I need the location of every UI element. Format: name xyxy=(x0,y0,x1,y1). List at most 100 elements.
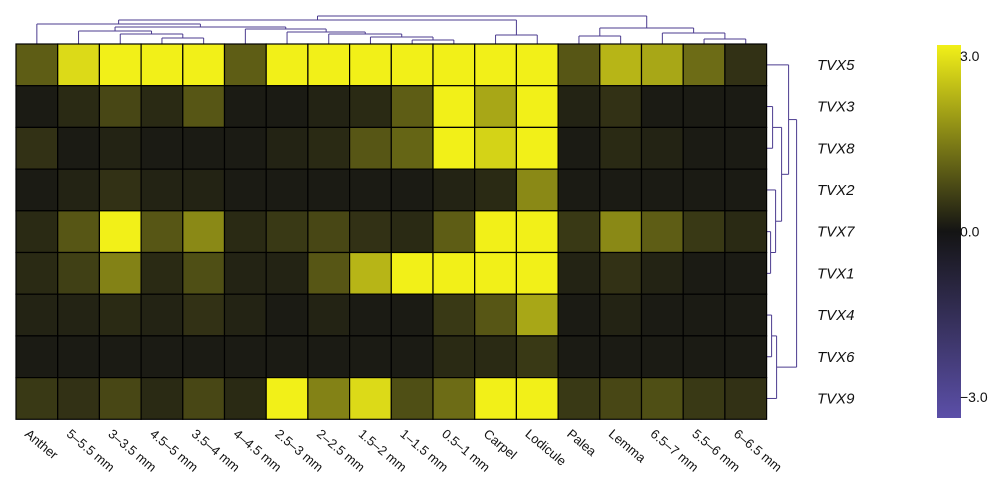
heatmap-cell xyxy=(265,168,309,212)
heatmap-cell xyxy=(724,377,768,420)
heatmap-cell xyxy=(557,377,601,420)
heatmap-cell xyxy=(515,126,559,170)
heatmap-cell xyxy=(265,43,309,87)
heatmap-cell xyxy=(682,210,726,254)
heatmap-cell xyxy=(265,335,309,379)
heatmap-cell xyxy=(349,210,392,254)
column-label: Palea xyxy=(564,426,600,459)
heatmap-cell xyxy=(515,251,559,295)
heatmap-cell xyxy=(390,210,434,254)
column-labels: Anther 5–5.5 mm3–3.5 mm4.5–5 mm3.5–4 mm4–… xyxy=(22,426,785,475)
heatmap-cell xyxy=(640,168,684,212)
heatmap-cell xyxy=(557,251,601,295)
heatmap-cell xyxy=(223,251,267,295)
row-label: TVX6 xyxy=(817,349,855,366)
heatmap-cell xyxy=(57,251,101,295)
heatmap-cell xyxy=(515,335,559,379)
heatmap-cell xyxy=(432,210,476,254)
row-label: TVX9 xyxy=(817,390,855,407)
heatmap-cell xyxy=(223,168,267,212)
heatmap-cell xyxy=(140,126,184,170)
heatmap-cell xyxy=(724,168,768,212)
heatmap-cell xyxy=(599,85,643,128)
heatmap-cell xyxy=(223,85,267,128)
heatmap-cell xyxy=(724,293,768,337)
heatmap-cell xyxy=(724,335,768,379)
heatmap-cell xyxy=(307,85,351,128)
heatmap-cell xyxy=(15,168,59,212)
heatmap-cell xyxy=(182,210,226,254)
heatmap-cell xyxy=(349,168,392,212)
heatmap-cell xyxy=(640,43,684,87)
heatmap-cell xyxy=(57,293,101,337)
heatmap-cell xyxy=(15,335,59,379)
heatmap-cell xyxy=(98,168,142,212)
heatmap-cell xyxy=(432,168,476,212)
heatmap-cell xyxy=(15,293,59,337)
heatmap-cell xyxy=(432,377,476,420)
heatmap-cell xyxy=(682,168,726,212)
heatmap-cell xyxy=(140,251,184,295)
heatmap-cell xyxy=(474,210,518,254)
heatmap-cell xyxy=(307,43,351,87)
heatmap-cell xyxy=(57,126,101,170)
heatmap-cell xyxy=(57,168,101,212)
heatmap-cell xyxy=(182,43,226,87)
heatmap-cell xyxy=(349,251,392,295)
heatmap-cell xyxy=(15,377,59,420)
heatmap-cell xyxy=(57,335,101,379)
heatmap-cell xyxy=(432,251,476,295)
heatmap-cell xyxy=(474,126,518,170)
heatmap-cell xyxy=(307,168,351,212)
heatmap-cell xyxy=(432,335,476,379)
heatmap-cell xyxy=(515,168,559,212)
heatmap-cell xyxy=(682,251,726,295)
heatmap-cell xyxy=(640,210,684,254)
colorbar-tick-label: 0.0 xyxy=(960,224,980,240)
heatmap-cell xyxy=(98,126,142,170)
heatmap-cell xyxy=(432,293,476,337)
heatmap-cell xyxy=(182,126,226,170)
heatmap-grid xyxy=(15,43,768,420)
heatmap-cell xyxy=(599,168,643,212)
heatmap-cell xyxy=(57,85,101,128)
heatmap-cell xyxy=(307,210,351,254)
colorbar-gradient xyxy=(937,45,961,418)
row-labels: TVX5 TVX3 TVX8 TVX2 TVX7 TVX1 TVX4 TVX6 TVX9 xyxy=(817,57,855,408)
heatmap-cell xyxy=(182,85,226,128)
heatmap-cell xyxy=(15,210,59,254)
heatmap-cell xyxy=(474,377,518,420)
heatmap-cell xyxy=(682,377,726,420)
heatmap-cell xyxy=(349,335,392,379)
heatmap-cell xyxy=(640,126,684,170)
heatmap-cell xyxy=(390,85,434,128)
row-label: TVX5 xyxy=(817,57,855,74)
heatmap-cell xyxy=(390,251,434,295)
heatmap-cell xyxy=(432,126,476,170)
heatmap-cell xyxy=(223,126,267,170)
column-label: Lodicule xyxy=(522,426,569,469)
heatmap-cell xyxy=(307,293,351,337)
heatmap-cell xyxy=(307,126,351,170)
heatmap-cell xyxy=(557,335,601,379)
heatmap-cell xyxy=(140,85,184,128)
heatmap-cell xyxy=(182,251,226,295)
heatmap-cell xyxy=(724,251,768,295)
heatmap-cell xyxy=(223,210,267,254)
heatmap-cell xyxy=(557,293,601,337)
heatmap-cell xyxy=(474,293,518,337)
heatmap-cell xyxy=(57,210,101,254)
dendrogram xyxy=(36,15,798,399)
heatmap-cell xyxy=(557,210,601,254)
heatmap-cell xyxy=(474,85,518,128)
heatmap-cell xyxy=(515,210,559,254)
heatmap-cell xyxy=(599,293,643,337)
heatmap-cell xyxy=(474,251,518,295)
heatmap-cell xyxy=(390,168,434,212)
heatmap-cell xyxy=(15,85,59,128)
colorbar-tick-label: −3.0 xyxy=(960,389,988,405)
heatmap-cell xyxy=(15,43,59,87)
heatmap-cell xyxy=(265,377,309,420)
heatmap-cell xyxy=(640,377,684,420)
heatmap-cell xyxy=(682,43,726,87)
